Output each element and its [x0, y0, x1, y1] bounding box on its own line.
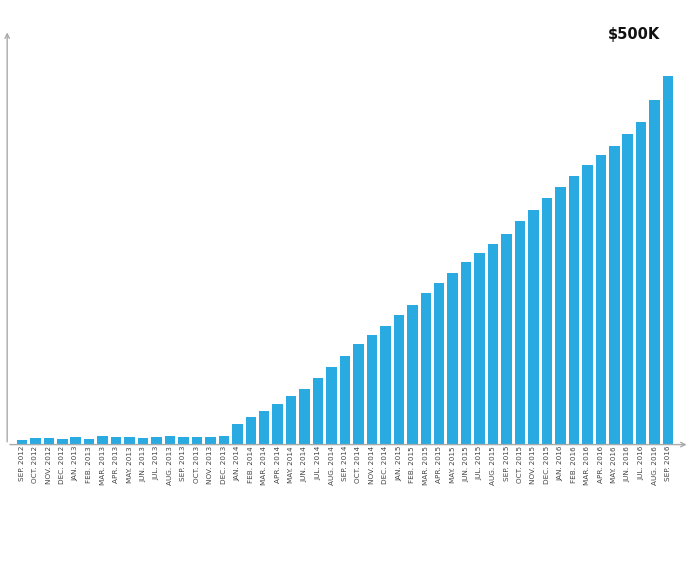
Bar	[178, 437, 188, 445]
Bar	[326, 367, 337, 445]
Bar	[259, 412, 270, 445]
Bar	[609, 146, 620, 445]
Bar	[138, 438, 148, 445]
Bar	[393, 315, 404, 445]
Bar	[461, 262, 471, 445]
Bar	[649, 100, 660, 445]
Bar	[488, 243, 498, 445]
Bar	[595, 155, 606, 445]
Bar	[43, 438, 54, 445]
Text: $500K: $500K	[607, 27, 660, 42]
Bar	[569, 176, 579, 445]
Bar	[17, 440, 27, 445]
Bar	[582, 165, 593, 445]
Bar	[663, 76, 673, 445]
Bar	[542, 198, 552, 445]
Bar	[380, 325, 391, 445]
Bar	[124, 437, 135, 445]
Bar	[636, 123, 647, 445]
Bar	[97, 436, 108, 445]
Bar	[151, 437, 161, 445]
Bar	[70, 437, 81, 445]
Bar	[286, 396, 297, 445]
Bar	[447, 273, 458, 445]
Bar	[30, 438, 41, 445]
Bar	[313, 378, 324, 445]
Bar	[232, 424, 243, 445]
Bar	[515, 221, 525, 445]
Bar	[84, 438, 95, 445]
Bar	[366, 335, 377, 445]
Bar	[246, 417, 256, 445]
Bar	[407, 306, 417, 445]
Bar	[273, 404, 283, 445]
Bar	[475, 253, 485, 445]
Bar	[529, 210, 539, 445]
Bar	[555, 187, 566, 445]
Bar	[339, 356, 351, 445]
Bar	[420, 292, 431, 445]
Bar	[165, 436, 175, 445]
Bar	[111, 437, 121, 445]
Bar	[57, 439, 68, 445]
Bar	[502, 234, 512, 445]
Bar	[192, 437, 202, 445]
Bar	[219, 435, 229, 445]
Bar	[622, 135, 633, 445]
Bar	[299, 389, 310, 445]
Bar	[434, 283, 444, 445]
Bar	[205, 437, 215, 445]
Bar	[353, 344, 364, 445]
